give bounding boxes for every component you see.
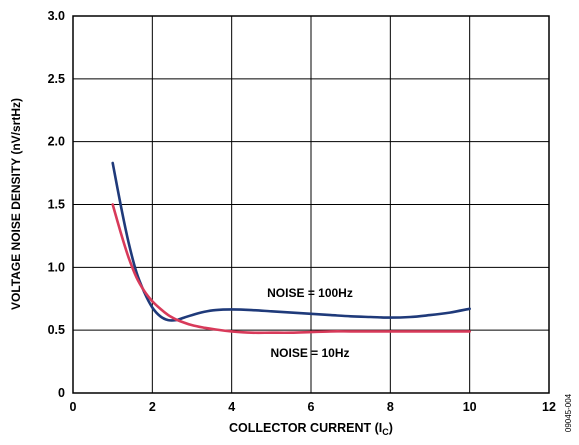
- x-tick-label: 0: [70, 400, 77, 414]
- y-tick-label: 0.5: [48, 323, 65, 337]
- x-axis-title-main: COLLECTOR CURRENT (I: [229, 421, 382, 435]
- annotation-noise-10hz: NOISE = 10Hz: [270, 346, 349, 360]
- series-line-noise-10hz: [111, 203, 471, 335]
- x-tick-label: 12: [542, 400, 556, 414]
- y-tick-label: 1.0: [48, 260, 65, 274]
- y-tick-label: 3.0: [48, 9, 65, 23]
- x-tick-label: 2: [149, 400, 156, 414]
- y-tick-label: 1.5: [48, 198, 65, 212]
- y-tick-label: 2.5: [48, 72, 65, 86]
- grid-lines: [73, 16, 549, 393]
- x-axis-title: COLLECTOR CURRENT (IC): [229, 421, 393, 437]
- figure-id: 09045-004: [564, 393, 573, 432]
- y-axis-title: VOLTAGE NOISE DENSITY (nV/srtHz): [9, 98, 23, 310]
- y-tick-label: 2.0: [48, 135, 65, 149]
- x-tick-label: 4: [228, 400, 235, 414]
- x-tick-label: 8: [387, 400, 394, 414]
- x-tick-label: 10: [463, 400, 477, 414]
- y-tick-labels: 0 0.5 1.0 1.5 2.0 2.5 3.0: [48, 9, 65, 400]
- x-tick-labels: 0 2 4 6 8 10 12: [70, 400, 556, 414]
- series-lines: [111, 161, 471, 335]
- x-axis-title-subscript: C: [382, 427, 389, 437]
- x-axis-title-end: ): [389, 421, 393, 435]
- annotation-noise-100hz: NOISE = 100Hz: [267, 286, 353, 300]
- plot-frame: [72, 15, 550, 394]
- y-tick-label: 0: [58, 386, 65, 400]
- x-tick-label: 6: [308, 400, 315, 414]
